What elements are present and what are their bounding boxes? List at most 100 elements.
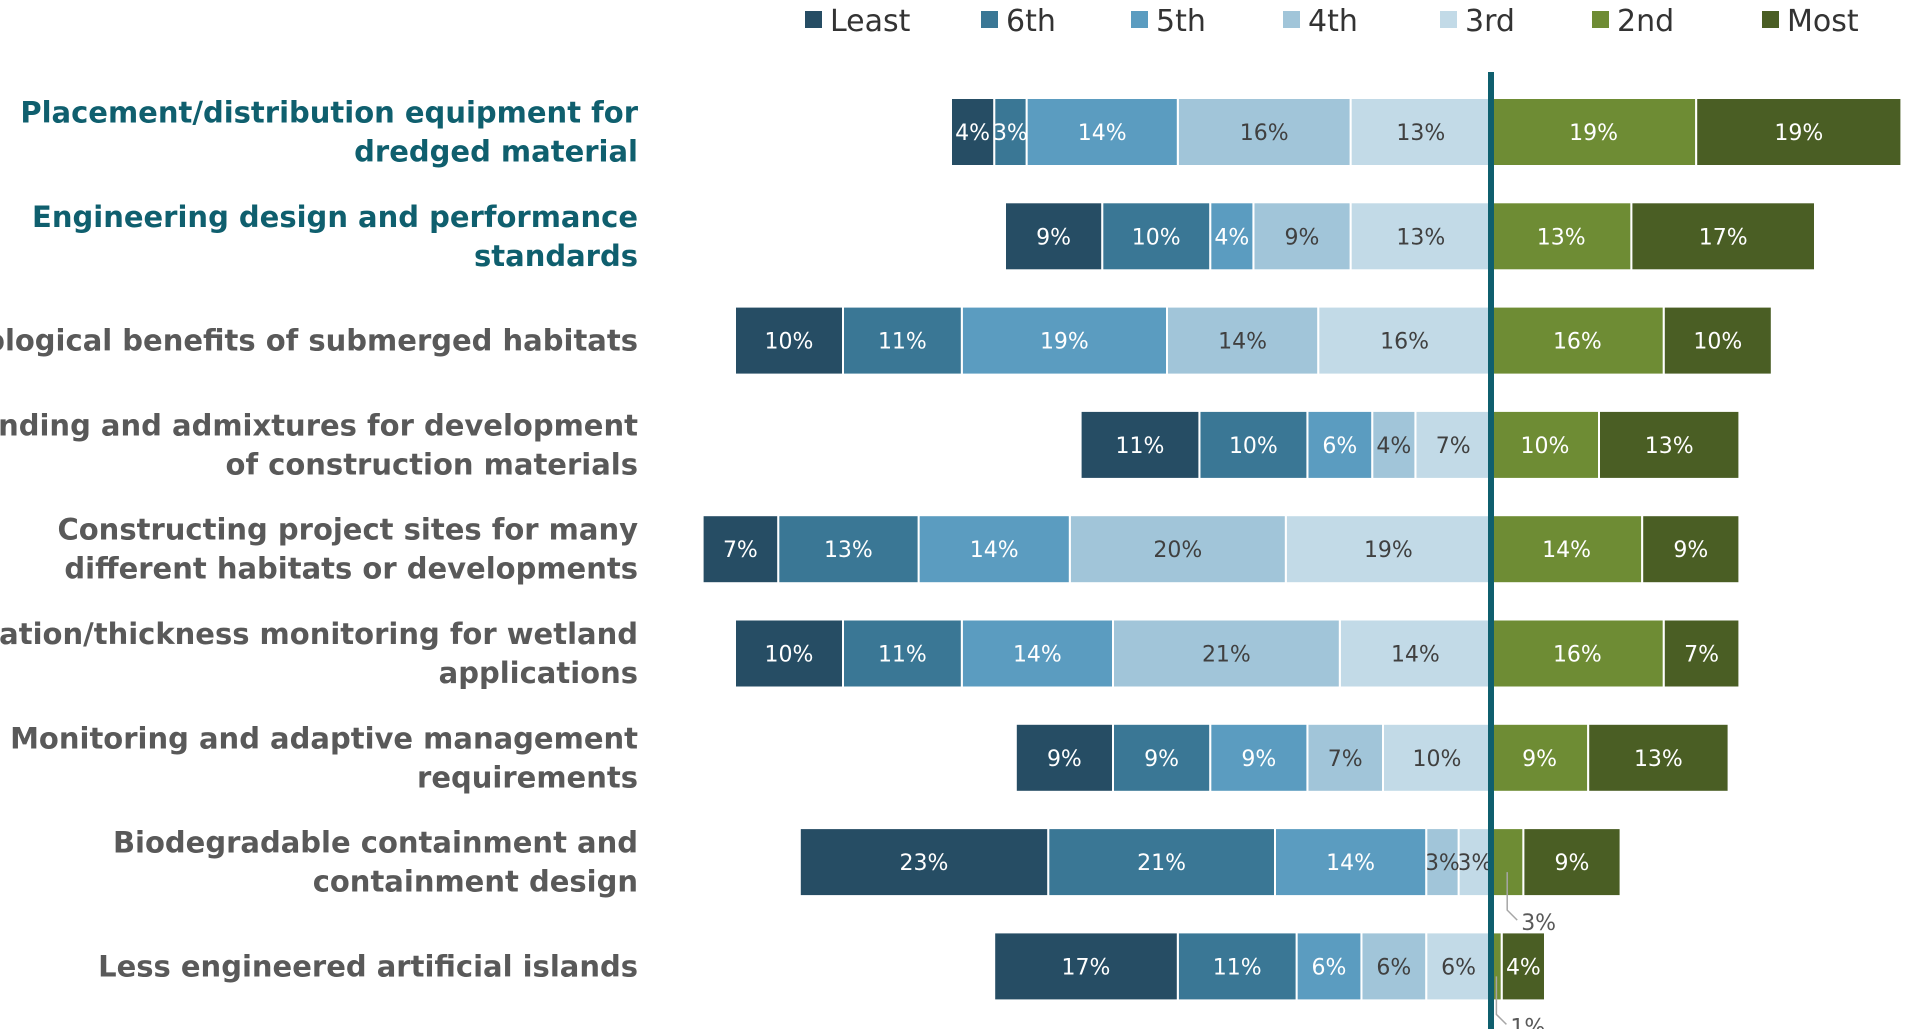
- bar-segment-3rd: [1382, 722, 1492, 793]
- data-label-most: 13%: [1645, 434, 1694, 459]
- data-label-most: 7%: [1684, 643, 1719, 668]
- data-label-most: 13%: [1634, 747, 1683, 772]
- data-label-2nd: 9%: [1522, 747, 1557, 772]
- bar-segment-most: [1641, 514, 1741, 585]
- legend-label-6th: 6th: [1006, 4, 1056, 39]
- data-label-most: 19%: [1774, 121, 1823, 146]
- bar-segment-most: [1695, 97, 1903, 167]
- bar-segment-6th: [777, 514, 920, 585]
- data-label-3rd: 10%: [1413, 747, 1462, 772]
- category-label: Placement/distribution equipment for dred…: [20, 96, 638, 169]
- bar-row: Placement/distribution equipment for dred…: [20, 96, 1903, 169]
- bar-segment-6th: [1198, 409, 1309, 480]
- data-label-least: 10%: [765, 643, 814, 668]
- category-label-line: requirements: [417, 760, 638, 794]
- data-label-2nd: 10%: [1521, 434, 1570, 459]
- bar-segment-5th: [1295, 931, 1363, 1002]
- bar-segment-6th: [1112, 722, 1212, 793]
- bar-segment-4th: [1425, 827, 1460, 898]
- legend: Least 6th 5th 4th 3rd 2nd Most: [805, 4, 1859, 39]
- data-label-2nd: 16%: [1553, 643, 1602, 668]
- bar-segment-3rd: [1414, 409, 1493, 480]
- data-label-least: 7%: [723, 538, 758, 563]
- bar-segment-6th: [1176, 931, 1298, 1002]
- bar-row: Less engineered artificial islands 6% 6% 6%…: [98, 931, 1547, 1033]
- bar-segment-least: [734, 618, 844, 689]
- data-label-least: 4%: [955, 121, 990, 146]
- legend-label-3rd: 3rd: [1465, 4, 1515, 39]
- bar-segment-least: [734, 305, 844, 376]
- data-label-most: 9%: [1673, 538, 1708, 563]
- data-label-5th: 14%: [1078, 121, 1127, 146]
- bar-segment-least: [798, 827, 1050, 898]
- data-label-4th: 7%: [1328, 747, 1363, 772]
- data-label-6th: 3%: [993, 121, 1028, 146]
- bar-segment-least: [1014, 722, 1114, 793]
- data-label-3rd: 7%: [1436, 434, 1471, 459]
- data-label-6th: 13%: [824, 538, 873, 563]
- bar-row: Constructing project sites for many diffe…: [57, 513, 1741, 586]
- data-label-4th: 16%: [1240, 121, 1289, 146]
- legend-label-least: Least: [830, 4, 911, 39]
- category-label: Less engineered artificial islands: [98, 949, 638, 983]
- bar-segment-5th: [1209, 722, 1309, 793]
- data-label-3rd: 13%: [1396, 121, 1445, 146]
- data-label-3rd: 3%: [1457, 851, 1492, 876]
- data-label-4th: 9%: [1285, 225, 1320, 250]
- bar-segment-least: [1004, 201, 1104, 272]
- data-label-5th: 6%: [1312, 955, 1347, 980]
- data-label-2nd: 13%: [1537, 225, 1586, 250]
- category-label-line: Constructing project sites for many: [57, 513, 638, 547]
- category-label-line: Elevation/thickness monitoring for wetla…: [0, 617, 638, 651]
- bar-segment-least: [950, 97, 996, 167]
- bar-segment-4th: [1112, 618, 1341, 689]
- category-label-line: Ecological benefits of submerged habitat…: [0, 324, 638, 358]
- data-label-5th: 4%: [1214, 225, 1249, 250]
- category-label-line: Biodegradable containment and: [113, 826, 638, 860]
- data-label-5th: 19%: [1040, 330, 1089, 355]
- data-label-5th: 9%: [1241, 747, 1276, 772]
- category-label: Biodegradable containment and containment…: [113, 826, 638, 899]
- callout-leader-2nd: [1506, 872, 1518, 921]
- category-label-line: different habitats or developments: [64, 552, 638, 586]
- bar-segment-4th: [1306, 722, 1385, 793]
- bar-segment-most: [1587, 722, 1730, 793]
- bar-segment-3rd: [1349, 97, 1492, 167]
- bar-segment-2nd: [1490, 722, 1590, 793]
- data-label-4th: 20%: [1153, 538, 1202, 563]
- category-label-line: dredged material: [354, 135, 638, 169]
- bar-segment-most: [1522, 827, 1622, 898]
- bar-row: Blending and admixtures for development o…: [0, 408, 1741, 481]
- data-label-3rd: 19%: [1364, 538, 1413, 563]
- legend-label-5th: 5th: [1156, 4, 1206, 39]
- bar-segment-most: [1500, 931, 1547, 1002]
- category-label-line: Less engineered artificial islands: [98, 949, 638, 983]
- bar-segment-6th: [1101, 201, 1212, 272]
- data-label-5th: 14%: [1013, 643, 1062, 668]
- category-label-line: Engineering design and performance: [32, 200, 638, 234]
- data-label-5th: 14%: [970, 538, 1019, 563]
- legend-swatch-6th: [981, 11, 998, 28]
- bar-segment-2nd: [1490, 201, 1633, 272]
- category-label-line: standards: [474, 239, 638, 273]
- legend-swatch-3rd: [1440, 11, 1457, 28]
- data-label-least: 9%: [1036, 225, 1071, 250]
- bar-segment-6th: [842, 618, 963, 689]
- data-label-6th: 11%: [878, 643, 927, 668]
- legend-label-most: Most: [1787, 4, 1859, 39]
- bar-segment-least: [1079, 409, 1201, 480]
- data-label-most: 4%: [1506, 955, 1541, 980]
- bar-segment-4th: [1176, 97, 1352, 167]
- legend-label-2nd: 2nd: [1617, 4, 1674, 39]
- data-label-3rd: 16%: [1380, 330, 1429, 355]
- category-label-line: applications: [439, 656, 638, 690]
- data-label-6th: 11%: [1213, 955, 1262, 980]
- bar-segment-most: [1662, 618, 1741, 689]
- category-label: Elevation/thickness monitoring for wetla…: [0, 617, 638, 690]
- legend-swatch-4th: [1283, 11, 1300, 28]
- data-label-6th: 21%: [1137, 851, 1186, 876]
- legend-swatch-most: [1762, 11, 1779, 28]
- data-label-6th: 9%: [1144, 747, 1179, 772]
- data-label-2nd: 19%: [1569, 121, 1618, 146]
